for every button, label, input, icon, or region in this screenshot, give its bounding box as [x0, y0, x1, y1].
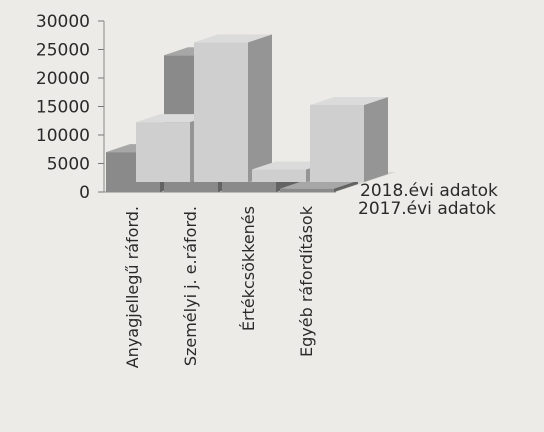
- bar-side-face: [334, 180, 358, 192]
- bar-s2018-1: [194, 34, 272, 182]
- bar-top-face: [194, 34, 272, 43]
- bar-side-face: [364, 97, 388, 182]
- y-tick-label: 15000: [36, 98, 90, 118]
- bar-top-face: [310, 97, 388, 106]
- labels-layer: Anyagjellegű ráford. Személyi j. e.ráford…: [123, 181, 498, 368]
- bar-s2017-3: [280, 180, 358, 192]
- bar-front-face: [194, 42, 248, 182]
- y-tick-label: 10000: [36, 126, 90, 146]
- y-tick-label: 30000: [36, 12, 90, 32]
- bar-front-face: [310, 105, 364, 182]
- bar-front-face: [136, 122, 190, 182]
- bar-front-face: [252, 169, 306, 182]
- y-tick-label: 20000: [36, 69, 90, 89]
- bar-top-face: [280, 180, 358, 189]
- bar-front-face: [280, 188, 334, 192]
- category-label: Anyagjellegű ráford.: [123, 206, 142, 368]
- y-tick-label: 25000: [36, 41, 90, 61]
- bar-side-face: [248, 34, 272, 182]
- category-label: Személyi j. e.ráford.: [181, 206, 200, 366]
- y-tick-label: 0: [79, 183, 90, 203]
- bar-s2018-3: [310, 97, 388, 182]
- bars-layer: [106, 34, 388, 193]
- bar-front-face: [222, 181, 276, 192]
- category-label: Egyéb ráfordítások: [297, 205, 316, 357]
- series-label-2018: 2018.évi adatok: [360, 181, 498, 201]
- series-label-2017: 2017.évi adatok: [358, 199, 496, 219]
- y-tick-label: 5000: [47, 155, 90, 175]
- category-label: Értékcsökkenés: [239, 206, 258, 331]
